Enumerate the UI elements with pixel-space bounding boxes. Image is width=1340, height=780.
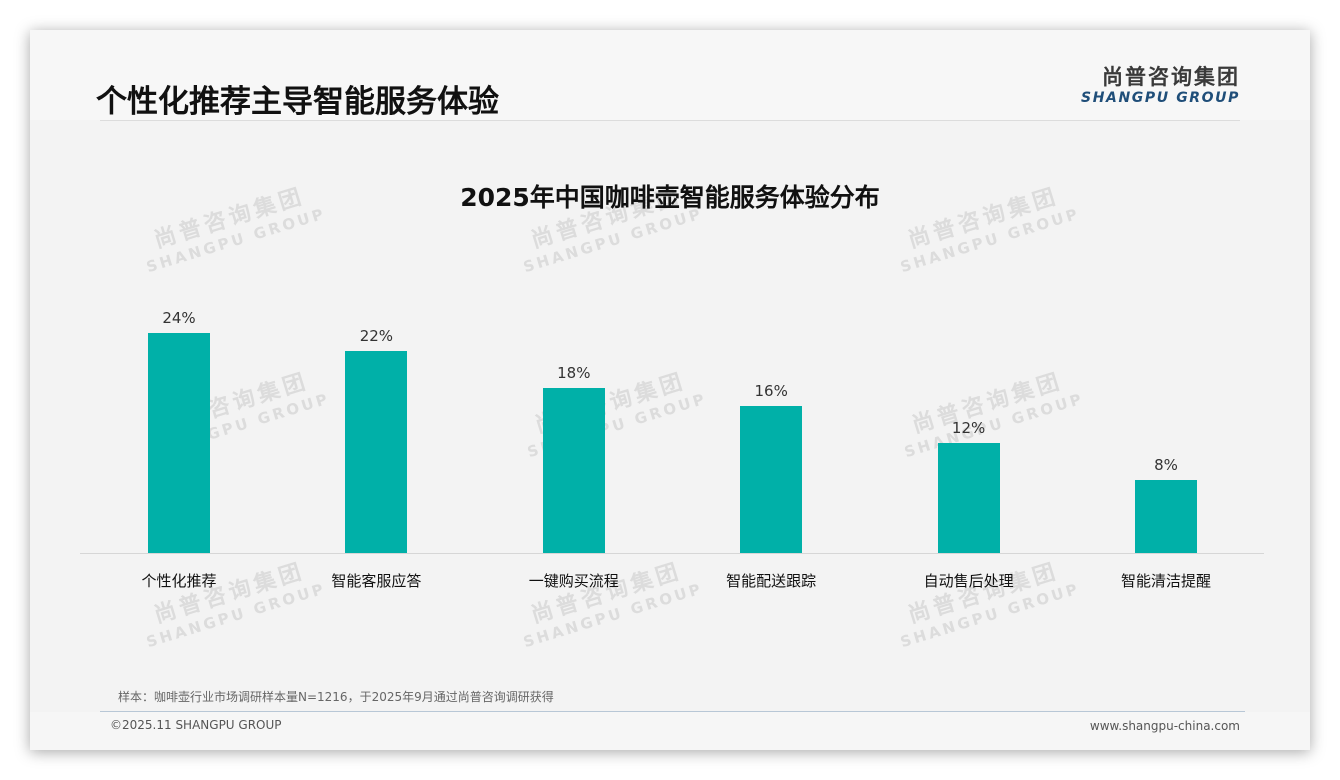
x-axis-line bbox=[80, 553, 1264, 554]
footer-band bbox=[30, 712, 1310, 750]
bar bbox=[937, 443, 1000, 553]
bar-value-label: 8% bbox=[1154, 455, 1178, 474]
logo-english-text: SHANGPU GROUP bbox=[1081, 90, 1240, 106]
bar bbox=[148, 333, 210, 553]
bar-value-label: 24% bbox=[162, 309, 196, 327]
slide: 个性化推荐主导智能服务体验 尚普咨询集团 SHANGPU GROUP 尚普咨询集… bbox=[30, 30, 1310, 750]
copyright-text: ©2025.11 SHANGPU GROUP bbox=[110, 718, 282, 732]
bar-value-label: 22% bbox=[359, 327, 394, 346]
bar-value-label: 12% bbox=[951, 419, 986, 437]
bar bbox=[542, 388, 605, 553]
category-label: 智能客服应答 bbox=[331, 572, 422, 590]
footer-divider bbox=[100, 711, 1245, 712]
sample-note: 样本：咖啡壶行业市场调研样本量N=1216，于2025年9月通过尚普咨询调研获得 bbox=[118, 690, 554, 704]
bar bbox=[740, 406, 803, 553]
category-label: 自动售后处理 bbox=[923, 572, 1014, 590]
header-band bbox=[30, 30, 1310, 120]
chart-title: 2025年中国咖啡壶智能服务体验分布 bbox=[460, 183, 880, 212]
category-label: 智能清洁提醒 bbox=[1120, 572, 1211, 590]
watermark: 尚普咨询集团 SHANGPU GROUP bbox=[898, 559, 1083, 652]
watermark: 尚普咨询集团 SHANGPU GROUP bbox=[144, 559, 329, 652]
company-logo: 尚普咨询集团 SHANGPU GROUP bbox=[1081, 64, 1240, 106]
category-label: 一键购买流程 bbox=[528, 572, 619, 590]
category-label: 智能配送跟踪 bbox=[726, 572, 817, 590]
watermark: 尚普咨询集团 SHANGPU GROUP bbox=[521, 559, 706, 652]
category-label: 个性化推荐 bbox=[141, 572, 217, 590]
title-divider bbox=[100, 120, 1240, 121]
page-title: 个性化推荐主导智能服务体验 bbox=[96, 84, 499, 120]
bar bbox=[1135, 479, 1197, 553]
bar-value-label: 16% bbox=[754, 382, 788, 401]
website-link[interactable]: www.shangpu-china.com bbox=[1089, 719, 1240, 733]
bar-value-label: 18% bbox=[557, 364, 591, 382]
logo-chinese-text: 尚普咨询集团 bbox=[1102, 65, 1240, 89]
bar bbox=[345, 351, 408, 553]
